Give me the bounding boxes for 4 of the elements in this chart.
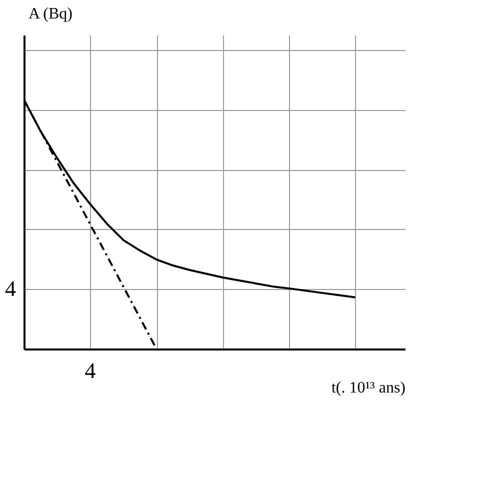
text: 4 (84, 358, 96, 383)
y-axis-title: A (Bq) (28, 6, 72, 22)
x-axis-title: t(. 10¹³ ans) (331, 380, 406, 396)
annotation: 4 (5, 276, 16, 302)
